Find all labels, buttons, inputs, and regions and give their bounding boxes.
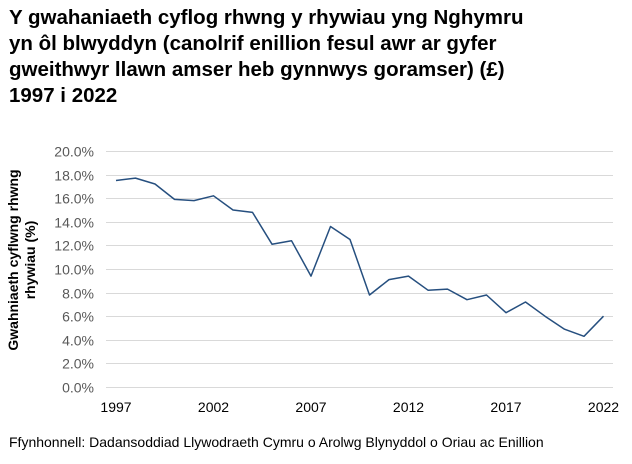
y-tick-label: 14.0% [54,215,94,231]
chart-title-line-4: 1997 i 2022 [9,84,118,107]
y-tick-label: 18.0% [54,168,94,184]
y-tick-label: 6.0% [62,309,94,325]
x-tick-label: 2022 [588,399,619,415]
source-note: Ffynhonnell: Dadansoddiad Llywodraeth Cy… [9,434,544,450]
series-line [115,177,605,338]
chart-title-line-3: gweithwyr llawn amser heb gynnwys gorams… [9,58,505,81]
x-tick-label: 2007 [295,399,326,415]
y-tick-label: 8.0% [62,286,94,302]
x-tick-label: 2017 [490,399,521,415]
y-tick-label: 2.0% [62,356,94,372]
y-tick-label: 10.0% [54,262,94,278]
chart-title-line-1: Y gwahaniaeth cyflog rhwng y rhywiau yng… [9,6,524,29]
chart-title-line-2: yn ôl blwyddyn (canolrif enillion fesul … [9,32,497,55]
gridlines [106,151,613,388]
chart-title: Y gwahaniaeth cyflog rhwng y rhywiau yng… [9,5,629,109]
y-tick-label: 16.0% [54,191,94,207]
x-tick-label: 1997 [100,399,131,415]
x-tick-label: 2002 [198,399,229,415]
x-axis-ticks: 1997 2002 2007 2012 2017 2022 [100,399,619,415]
y-tick-label: 0.0% [62,380,94,396]
y-axis-ticks: 0.0% 2.0% 4.0% 6.0% 8.0% 10.0% 12.0% 14.0% 16.0%… [54,144,94,396]
y-tick-label: 12.0% [54,238,94,254]
x-tick-label: 2012 [393,399,424,415]
y-tick-label: 20.0% [54,144,94,160]
y-tick-label: 4.0% [62,333,94,349]
